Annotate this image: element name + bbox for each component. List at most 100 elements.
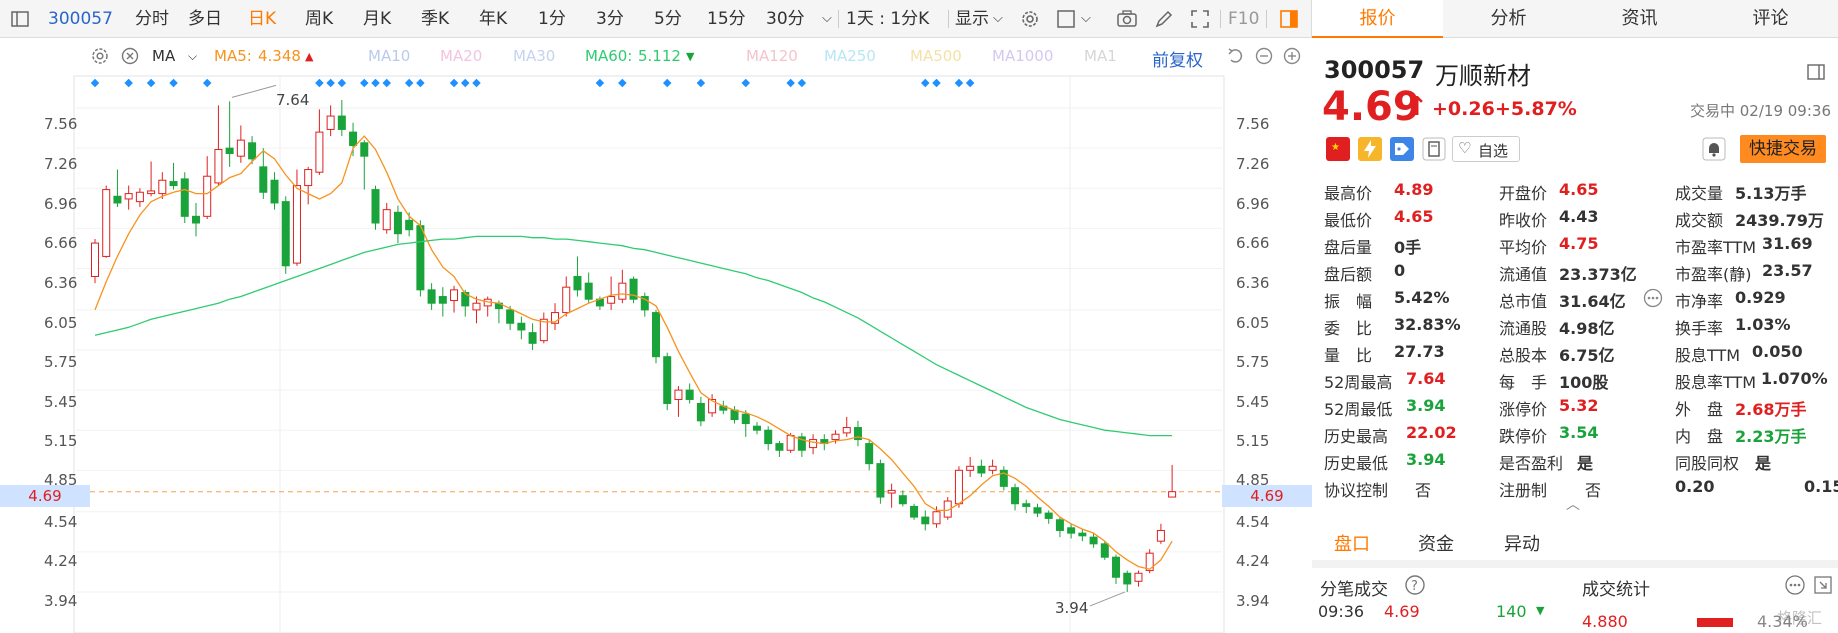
panel-toggle-icon[interactable]	[1279, 9, 1299, 29]
candle-up	[988, 465, 997, 471]
candle-down	[360, 142, 369, 157]
sidebar-toggle-icon[interactable]	[10, 9, 30, 29]
high-marker-label: 7.64	[276, 91, 310, 109]
stat-value: 0.20	[1675, 477, 1715, 496]
display-chevron-icon[interactable]: ⌵	[993, 11, 1003, 26]
stat-label: 盘后量	[1324, 238, 1373, 257]
candle-down	[640, 296, 649, 311]
candle-down	[1055, 519, 1064, 531]
square-chevron-icon[interactable]: ⌵	[1081, 11, 1091, 26]
candle-up	[102, 189, 111, 257]
more-info-icon[interactable]	[1643, 288, 1663, 312]
stat-label: 昨收价	[1499, 211, 1548, 230]
period-quarterly-k[interactable]: 季K	[421, 9, 450, 29]
panel-tabs: 报价 分析 资讯 评论	[1312, 0, 1838, 38]
event-marker-icon	[360, 78, 369, 88]
stat-label: 委 比	[1324, 319, 1373, 338]
subtab-orderbook[interactable]: 盘口	[1334, 534, 1370, 555]
period-15min[interactable]: 15分	[707, 9, 746, 29]
subtab-funds[interactable]: 资金	[1418, 534, 1454, 555]
candle-down	[764, 429, 773, 445]
candle-down	[797, 436, 806, 451]
toolbar-divider	[1266, 10, 1267, 28]
pen-icon[interactable]	[1154, 9, 1174, 29]
fullscreen-icon[interactable]	[1190, 9, 1210, 29]
stat-label: 换手率	[1675, 319, 1724, 338]
camera-icon[interactable]	[1116, 9, 1137, 29]
tab-news[interactable]: 资讯	[1621, 8, 1658, 29]
stat-label: 是否盈利	[1499, 454, 1564, 473]
tick-down-arrow-icon: ▼	[1536, 604, 1545, 617]
candle-up	[158, 179, 167, 195]
candle-up	[562, 286, 571, 314]
event-marker-icon	[371, 78, 380, 88]
ma-chevron-icon[interactable]: ⌵	[188, 49, 198, 63]
period-weekly-k[interactable]: 周K	[305, 9, 334, 29]
kline-chart[interactable]: MA ⌵ MA5: 4.348 ▲ MA10 MA20 MA30 MA60: 5…	[0, 38, 1312, 633]
kline-canvas[interactable]	[0, 38, 1312, 633]
candle-down	[1044, 512, 1053, 519]
stat-label: 量 比	[1324, 346, 1373, 365]
candle-up	[708, 398, 717, 414]
period-30min[interactable]: 30分	[766, 9, 805, 29]
period-select[interactable]: 1天 : 1分K	[846, 9, 930, 29]
settings-icon[interactable]	[1020, 9, 1040, 29]
period-5min[interactable]: 5分	[654, 9, 682, 29]
period-monthly-k[interactable]: 月K	[363, 9, 392, 29]
watchlist-button[interactable]: ♡ 自选	[1452, 136, 1520, 162]
square-tool-icon[interactable]	[1056, 9, 1076, 29]
stat-label: 平均价	[1499, 238, 1548, 257]
ma-select[interactable]: MA	[152, 47, 176, 65]
candle-down	[1078, 532, 1087, 537]
tag-icon[interactable]	[1390, 137, 1414, 165]
candle-down	[663, 356, 672, 404]
stat-value: 3.94	[1406, 396, 1446, 415]
candle-up	[607, 296, 616, 304]
stat-label: 总市值	[1499, 292, 1548, 311]
ma5-down-arrow-icon: ▲	[305, 50, 314, 63]
stat-label: 外 盘	[1675, 400, 1724, 419]
period-yearly-k[interactable]: 年K	[479, 9, 508, 29]
quote-panel: 报价 分析 资讯 评论 300057 万顺新材 4.69 ↑ +0.26 +5.…	[1312, 0, 1838, 633]
tab-quote[interactable]: 报价	[1312, 0, 1443, 38]
period-3min[interactable]: 3分	[596, 9, 624, 29]
candle-down	[921, 516, 930, 525]
stat-value: 是	[1755, 454, 1772, 473]
tab-comments[interactable]: 评论	[1752, 8, 1789, 29]
adjust-button[interactable]: 前复权	[1152, 51, 1203, 71]
china-flag-icon[interactable]: ★	[1326, 137, 1350, 165]
stat-value: 否	[1585, 481, 1602, 500]
toolbar-divider	[1220, 10, 1221, 28]
candle-down	[584, 282, 593, 300]
stat-label: 振 幅	[1324, 292, 1373, 311]
help-icon[interactable]: ?	[1404, 574, 1426, 600]
tab-analysis[interactable]: 分析	[1490, 8, 1527, 29]
stat-label: 市盈率(静)	[1675, 265, 1752, 284]
trade-status: 交易中 02/19 09:36	[1690, 102, 1831, 120]
layout-icon[interactable]	[1806, 62, 1826, 86]
candle-down	[517, 322, 526, 331]
alert-bell-icon[interactable]	[1702, 137, 1726, 165]
collapse-chevron-icon[interactable]: ︿	[1566, 497, 1580, 513]
period-more-chevron-icon[interactable]: ⌵	[822, 11, 832, 26]
period-daily-k[interactable]: 日K	[248, 9, 277, 29]
period-intraday[interactable]: 分时	[135, 9, 169, 29]
expand-icon[interactable]	[1812, 574, 1834, 600]
more-options-icon[interactable]	[1784, 574, 1806, 600]
note-icon[interactable]	[1422, 137, 1446, 165]
y-tick-label: 6.96	[1236, 195, 1270, 213]
f10-button[interactable]: F10	[1228, 9, 1260, 29]
y-tick-label: 3.94	[44, 592, 78, 610]
candle-down	[169, 181, 178, 187]
subtab-movers[interactable]: 异动	[1504, 534, 1540, 555]
period-multiday[interactable]: 多日	[188, 9, 222, 29]
candle-down	[775, 443, 784, 451]
candle-down	[281, 201, 290, 267]
candle-down	[506, 309, 515, 324]
stat-value: 32.83%	[1394, 315, 1461, 334]
display-menu[interactable]: 显示	[955, 9, 989, 29]
lightning-icon[interactable]	[1358, 137, 1382, 165]
period-1min[interactable]: 1分	[538, 9, 566, 29]
event-marker-icon	[169, 78, 178, 88]
quick-trade-button[interactable]: 快捷交易	[1740, 135, 1826, 163]
